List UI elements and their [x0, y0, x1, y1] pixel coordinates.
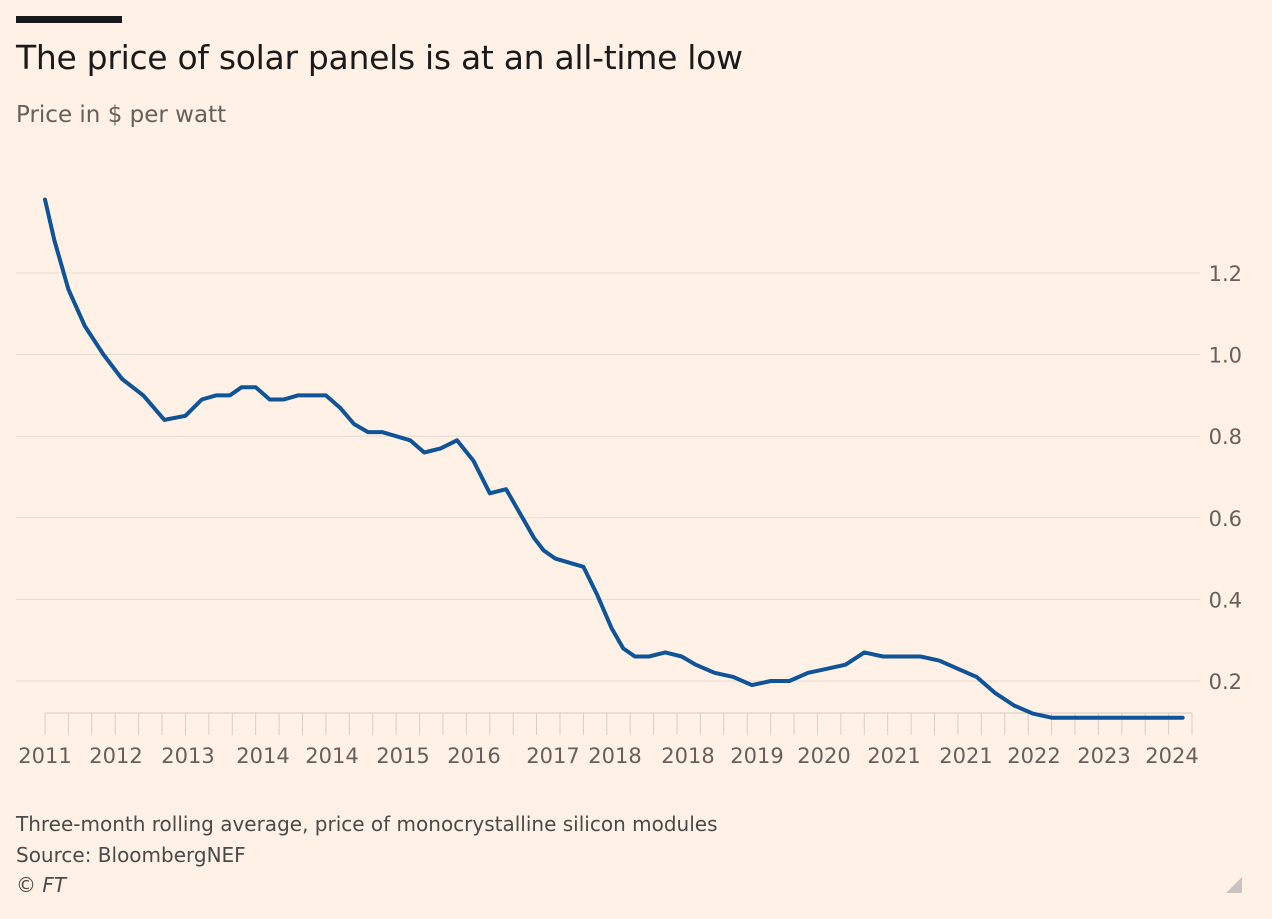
x-tick-label: 2023: [1077, 744, 1130, 768]
chart-subtitle: Price in $ per watt: [16, 102, 227, 128]
y-tick-label: 0.2: [1209, 670, 1242, 694]
title-accent-bar: [16, 16, 122, 23]
x-tick-label: 2015: [376, 744, 429, 768]
y-tick-label: 0.6: [1209, 507, 1242, 531]
y-tick-label: 0.4: [1209, 588, 1242, 612]
y-tick-label: 0.8: [1209, 425, 1242, 449]
x-tick-label: 2021: [867, 744, 920, 768]
source-line: Source: BloombergNEF: [16, 843, 246, 867]
x-tick-label: 2018: [661, 744, 714, 768]
x-tick-label: 2012: [89, 744, 142, 768]
x-tick-label: 2013: [161, 744, 214, 768]
chart-title: The price of solar panels is at an all-t…: [16, 38, 743, 77]
x-tick-label: 2011: [18, 744, 71, 768]
x-tick-label: 2022: [1007, 744, 1060, 768]
copyright-line: © FT: [16, 873, 67, 897]
x-tick-label: 2019: [730, 744, 783, 768]
x-tick-label: 2017: [526, 744, 579, 768]
x-tick-label: 2014: [236, 744, 289, 768]
x-tick-label: 2021: [939, 744, 992, 768]
footnote: Three-month rolling average, price of mo…: [16, 812, 718, 836]
x-tick-label: 2014: [305, 744, 358, 768]
x-tick-label: 2020: [797, 744, 850, 768]
y-tick-label: 1.2: [1209, 262, 1242, 286]
x-tick-label: 2024: [1145, 744, 1198, 768]
series-line: [43, 197, 1185, 720]
x-tick-label: 2016: [447, 744, 500, 768]
y-tick-label: 1.0: [1209, 344, 1242, 368]
x-tick-label: 2018: [588, 744, 641, 768]
line-chart: 0.2 0.4 0.6 0.8 1.0 1.2 2011 2012 2013 2014 2014 20…: [16, 197, 1242, 768]
resize-handle-icon[interactable]: [1226, 877, 1242, 893]
